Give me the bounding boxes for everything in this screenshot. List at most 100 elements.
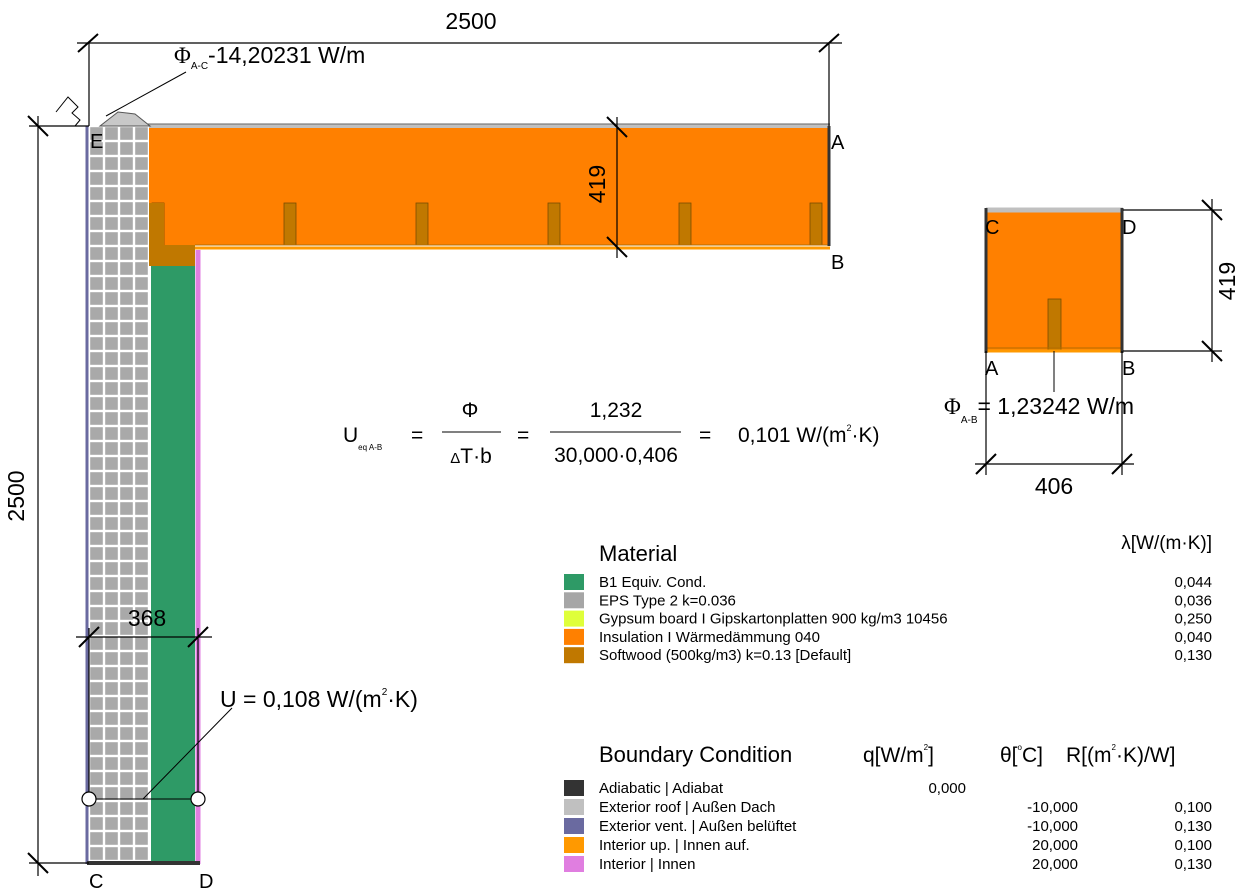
material-swatch: [564, 592, 584, 609]
formula-result: 0,101 W/(m2·K): [738, 423, 880, 447]
material-lambda: 0,250: [1174, 611, 1212, 628]
wall-equiv-layer: [151, 266, 195, 864]
material-name: Softwood (500kg/m3) k=0.13 [Default]: [599, 647, 851, 664]
dimension-roof-label: 419: [584, 165, 610, 203]
rafter: [283, 202, 297, 246]
boundary-name: Exterior roof | Außen Dach: [599, 799, 775, 816]
material-swatch: [564, 574, 584, 590]
u-wall-label: U = 0,108 W/(m2·K): [220, 686, 418, 712]
boundary-swatch: [564, 818, 584, 834]
boundary-theta: -10,000: [1027, 799, 1078, 816]
boundary-name: Exterior vent. | Außen belüftet: [599, 818, 797, 835]
corner-softwood: [148, 203, 195, 266]
u-wall-annotation: U = 0,108 W/(m2·K): [81, 686, 418, 807]
material-swatch: [564, 647, 584, 664]
boundary-r: 0,100: [1174, 799, 1212, 816]
surface-symbol: [55, 96, 81, 127]
boundary-row: Exterior vent. | Außen belüftet -10,000 0,…: [564, 818, 1212, 835]
boundary-row: Interior up. | Innen auf. 20,000 0,100: [564, 837, 1212, 854]
formula-eq3: =: [699, 424, 711, 447]
boundary-name: Interior | Innen: [599, 856, 695, 873]
dimension-wall-thickness: 368: [76, 605, 212, 800]
boundary-r: 0,130: [1174, 818, 1212, 835]
flux-AC-annotation: ΦA-C-14,20231 W/m: [105, 42, 365, 117]
flux-AC-label: ΦA-C-14,20231 W/m: [174, 42, 365, 72]
dimension-top: 2500: [77, 8, 842, 126]
boundary-theta-header: θ[oC]: [1000, 743, 1043, 767]
material-lambda-header: λ[W/(m·K)]: [1121, 533, 1212, 554]
flux-AB-label: ΦA-B= 1,23242 W/m: [944, 393, 1134, 426]
rafter: [547, 202, 561, 246]
formula-num2: 1,232: [590, 399, 643, 422]
boundary-legend-title: Boundary Condition: [599, 742, 792, 767]
detail-dimension-height: 419: [1214, 262, 1238, 300]
material-name: Insulation I Wärmedämmung 040: [599, 629, 820, 646]
boundary-swatch: [564, 799, 584, 815]
material-lambda: 0,036: [1174, 592, 1212, 609]
wall-eps: [89, 126, 149, 864]
boundary-r: 0,100: [1174, 837, 1212, 854]
detail-point-C: C: [985, 217, 999, 239]
boundary-name: Adiabatic | Adiabat: [599, 780, 724, 797]
material-row: B1 Equiv. Cond. 0,044: [564, 574, 1212, 591]
rafter: [678, 202, 692, 246]
material-lambda: 0,040: [1174, 629, 1212, 646]
material-row: Softwood (500kg/m3) k=0.13 [Default] 0,13…: [564, 647, 1212, 664]
rafter: [415, 202, 429, 246]
main-section: [55, 96, 831, 865]
boundary-row: Exterior roof | Außen Dach -10,000 0,100: [564, 799, 1212, 816]
material-name: Gypsum board I Gipskartonplatten 900 kg/…: [599, 611, 948, 628]
dimension-roof-thickness: 419: [584, 116, 628, 258]
point-label-D: D: [199, 871, 213, 893]
boundary-name: Interior up. | Innen auf.: [599, 837, 750, 854]
point-label-A: A: [831, 132, 845, 154]
boundary-row: Interior | Innen 20,000 0,130: [564, 856, 1212, 873]
boundary-legend: Boundary Condition q[W/m2] θ[oC] R[(m2·K…: [564, 742, 1212, 873]
material-lambda: 0,130: [1174, 647, 1212, 664]
point-label-E: E: [90, 131, 103, 153]
material-swatch: [564, 628, 584, 645]
detail-point-A: A: [985, 358, 999, 380]
point-label-B: B: [831, 252, 844, 274]
material-legend: Material λ[W/(m·K)] B1 Equiv. Cond. 0,044…: [564, 533, 1212, 664]
formula-num1: Φ: [462, 399, 479, 422]
detail-point-B: B: [1122, 358, 1135, 380]
boundary-swatch: [564, 780, 584, 796]
boundary-r: 0,130: [1174, 856, 1212, 873]
dimension-top-label: 2500: [445, 8, 496, 34]
boundary-r-header: R[(m2·K)/W]: [1066, 743, 1175, 767]
u-equivalent-formula: Ueq A-B = Φ ΔT·b = 1,232 30,000·0,406 = …: [343, 399, 880, 468]
dimension-left-label: 2500: [3, 470, 29, 521]
detail-section: 419 406 ΦA-B= 1,23242 W/m C D A B: [944, 199, 1238, 499]
point-label-C: C: [89, 871, 103, 893]
formula-eq2: =: [517, 424, 529, 447]
boundary-theta: -10,000: [1027, 818, 1078, 835]
roof-insulation: [148, 126, 830, 245]
rafter: [809, 202, 823, 246]
material-row: Insulation I Wärmedämmung 040 0,040: [564, 628, 1212, 646]
material-name: EPS Type 2 k=0.036: [599, 592, 736, 609]
material-row: EPS Type 2 k=0.036 0,036: [564, 592, 1212, 609]
boundary-q: 0,000: [928, 780, 966, 797]
boundary-theta: 20,000: [1032, 856, 1078, 873]
formula-den2: 30,000·0,406: [554, 444, 678, 467]
detail-rafter: [1047, 298, 1062, 352]
dimension-wall-label: 368: [128, 605, 166, 631]
boundary-swatch: [564, 856, 584, 872]
material-row: Gypsum board I Gipskartonplatten 900 kg/…: [564, 610, 1212, 628]
material-legend-title: Material: [599, 541, 677, 566]
material-lambda: 0,044: [1174, 574, 1212, 591]
material-swatch: [564, 610, 584, 627]
formula-eq1: =: [411, 424, 423, 447]
boundary-theta: 20,000: [1032, 837, 1078, 854]
boundary-row: Adiabatic | Adiabat 0,000: [564, 780, 966, 797]
boundary-swatch: [564, 837, 584, 853]
dimension-left: 2500: [3, 115, 89, 876]
formula-den1: ΔT·b: [450, 445, 492, 468]
boundary-q-header: q[W/m2]: [863, 743, 934, 767]
detail-point-D: D: [1122, 217, 1136, 239]
material-name: B1 Equiv. Cond.: [599, 574, 706, 591]
formula-lhs: Ueq A-B: [343, 424, 382, 452]
detail-dimension-width: 406: [1035, 473, 1073, 499]
